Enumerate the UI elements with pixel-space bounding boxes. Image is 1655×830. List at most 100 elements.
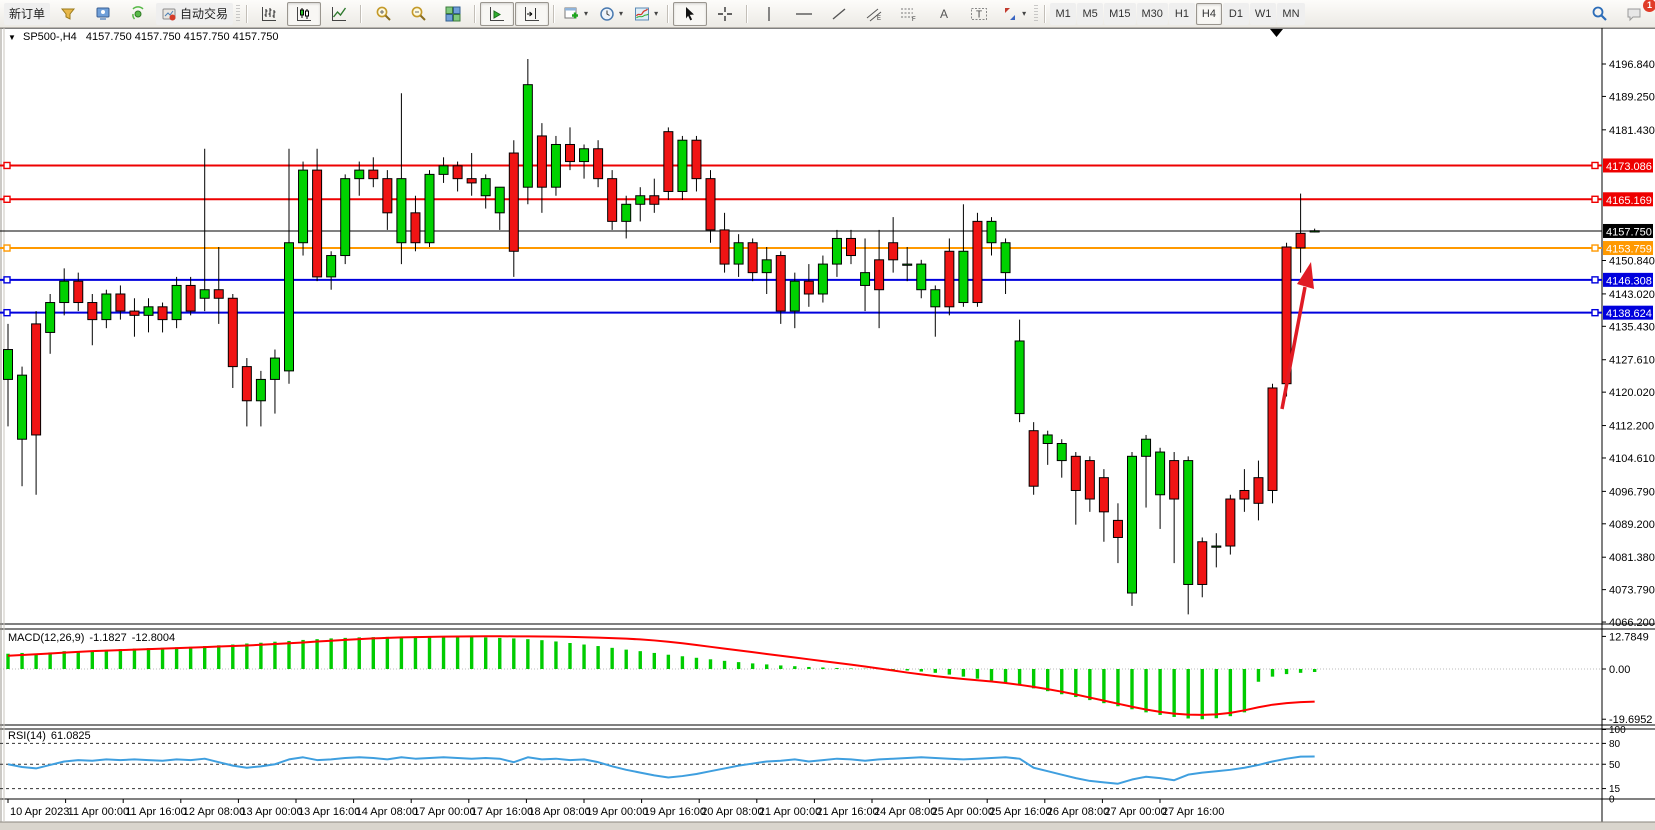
- chart-shift-marker[interactable]: [1270, 29, 1283, 37]
- line-handle[interactable]: [3, 308, 11, 317]
- candle-down: [508, 152, 519, 252]
- svg-text:26 Apr 08:00: 26 Apr 08:00: [1047, 806, 1109, 818]
- svg-text:4066.200: 4066.200: [1609, 617, 1655, 629]
- candle-up: [902, 263, 913, 266]
- signals-button[interactable]: [121, 2, 155, 26]
- svg-text:19 Apr 16:00: 19 Apr 16:00: [644, 806, 706, 818]
- candle-down: [1084, 460, 1095, 500]
- timeframe-mn[interactable]: MN: [1277, 2, 1305, 25]
- candle-down: [691, 139, 702, 180]
- fibonacci-tool[interactable]: F: [892, 2, 926, 26]
- text-icon: A: [940, 7, 948, 21]
- candle-up: [1127, 455, 1137, 594]
- collapse-triangle-icon[interactable]: ▼: [8, 33, 16, 42]
- candle-up: [550, 143, 561, 188]
- candle-down: [663, 131, 674, 192]
- svg-text:10 Apr 2023: 10 Apr 2023: [10, 806, 69, 818]
- chat-bubble-icon: [1627, 8, 1640, 21]
- candle-down: [1295, 232, 1306, 249]
- metaeditor-icon[interactable]: [51, 2, 85, 26]
- horizontal-line-tool[interactable]: [787, 2, 821, 26]
- price-tag: [1603, 241, 1653, 256]
- text-label-tool[interactable]: T: [962, 2, 996, 26]
- price-tag: [1603, 223, 1653, 238]
- line-handle[interactable]: [3, 276, 11, 284]
- svg-text:17 Apr 00:00: 17 Apr 00:00: [413, 806, 475, 818]
- svg-text:4143.020: 4143.020: [1609, 289, 1655, 301]
- candle-down: [565, 143, 575, 163]
- dropdown-caret-icon: ▾: [584, 9, 589, 18]
- candle-down: [129, 310, 140, 316]
- timeframe-m5[interactable]: M5: [1077, 2, 1104, 25]
- line-handle[interactable]: [1591, 244, 1599, 252]
- templates-button[interactable]: ▾: [629, 2, 663, 26]
- text-tool[interactable]: A: [927, 2, 961, 26]
- arrows-tool[interactable]: ▾: [997, 2, 1031, 26]
- candlestick-chart-button[interactable]: [287, 1, 322, 26]
- line-handle[interactable]: [1591, 308, 1599, 317]
- timeframe-h4[interactable]: H4: [1195, 2, 1222, 25]
- line-handle[interactable]: [3, 195, 11, 203]
- zoom-in-button[interactable]: [366, 2, 400, 26]
- price-tag: [1603, 305, 1653, 320]
- price-tag: [1603, 192, 1653, 207]
- svg-text:4189.250: 4189.250: [1609, 91, 1655, 103]
- line-handle[interactable]: [1591, 161, 1599, 170]
- notifications-button[interactable]: 1: [1617, 0, 1655, 26]
- candle-down: [87, 302, 98, 321]
- macd-signal-line: [7, 635, 1315, 716]
- timeframe-m30[interactable]: M30: [1136, 2, 1168, 25]
- svg-text:4138.624: 4138.624: [1606, 308, 1652, 320]
- candle-up: [1183, 460, 1194, 585]
- candle-up: [621, 203, 632, 222]
- chart-window-title[interactable]: ▼ SP500-,H4 4157.750 4157.750 4157.750 4…: [8, 31, 279, 43]
- line-handle[interactable]: [1591, 276, 1599, 284]
- signal-icon: [132, 5, 144, 20]
- search-button[interactable]: [1582, 2, 1616, 26]
- up-arrow-annotation[interactable]: [1280, 262, 1314, 410]
- monitor-user-icon: [96, 7, 110, 20]
- candle-up: [789, 280, 800, 312]
- autotrading-button[interactable]: 自动交易: [156, 2, 234, 25]
- new-order-button[interactable]: 新订单: [4, 2, 51, 25]
- cursor-tool-button[interactable]: [673, 1, 708, 26]
- periods-button[interactable]: ▾: [594, 2, 628, 26]
- candle-up: [3, 349, 13, 380]
- trendline-tool[interactable]: [822, 2, 856, 26]
- add-indicator-button[interactable]: ▾: [559, 2, 593, 26]
- svg-text:4146.308: 4146.308: [1606, 275, 1652, 287]
- timeframe-m1[interactable]: M1: [1050, 2, 1077, 25]
- zoom-out-button[interactable]: [401, 2, 435, 26]
- line-handle[interactable]: [1591, 195, 1599, 203]
- candlestick-chart-icon: [297, 6, 312, 21]
- timeframe-h1[interactable]: H1: [1168, 2, 1195, 25]
- vertical-line-icon: [768, 6, 770, 21]
- candle-down: [1253, 477, 1264, 504]
- timeframe-w1[interactable]: W1: [1249, 2, 1277, 25]
- tile-windows-button[interactable]: [436, 2, 470, 26]
- equidistant-channel-tool[interactable]: E: [857, 2, 891, 26]
- candle-up: [340, 178, 351, 257]
- svg-text:25 Apr 00:00: 25 Apr 00:00: [932, 806, 994, 818]
- auto-scroll-button[interactable]: [480, 1, 515, 26]
- bar-chart-button[interactable]: [252, 2, 286, 26]
- candle-up: [817, 263, 828, 295]
- timeframe-d1[interactable]: D1: [1222, 2, 1249, 25]
- chart-shift-button[interactable]: [515, 1, 550, 26]
- svg-text:4104.610: 4104.610: [1609, 453, 1655, 465]
- fibonacci-icon: F: [901, 8, 916, 22]
- horizontal-level-lines[interactable]: 4173.086 4165.169 4157.750 4153.759 4146.308…: [0, 158, 1653, 320]
- macd-name: MACD(12,26,9): [8, 632, 85, 644]
- line-handle[interactable]: [3, 244, 11, 252]
- svg-text:4081.380: 4081.380: [1609, 552, 1655, 564]
- price-tag: [1603, 158, 1653, 173]
- add-indicator-icon: [564, 7, 579, 18]
- candle-up: [255, 378, 266, 402]
- terminal-button[interactable]: [86, 2, 120, 26]
- vertical-line-tool[interactable]: [752, 2, 786, 26]
- timeframe-m15[interactable]: M15: [1104, 2, 1136, 25]
- line-chart-button[interactable]: [322, 2, 356, 26]
- line-handle[interactable]: [3, 161, 11, 170]
- crosshair-tool-button[interactable]: [708, 2, 742, 26]
